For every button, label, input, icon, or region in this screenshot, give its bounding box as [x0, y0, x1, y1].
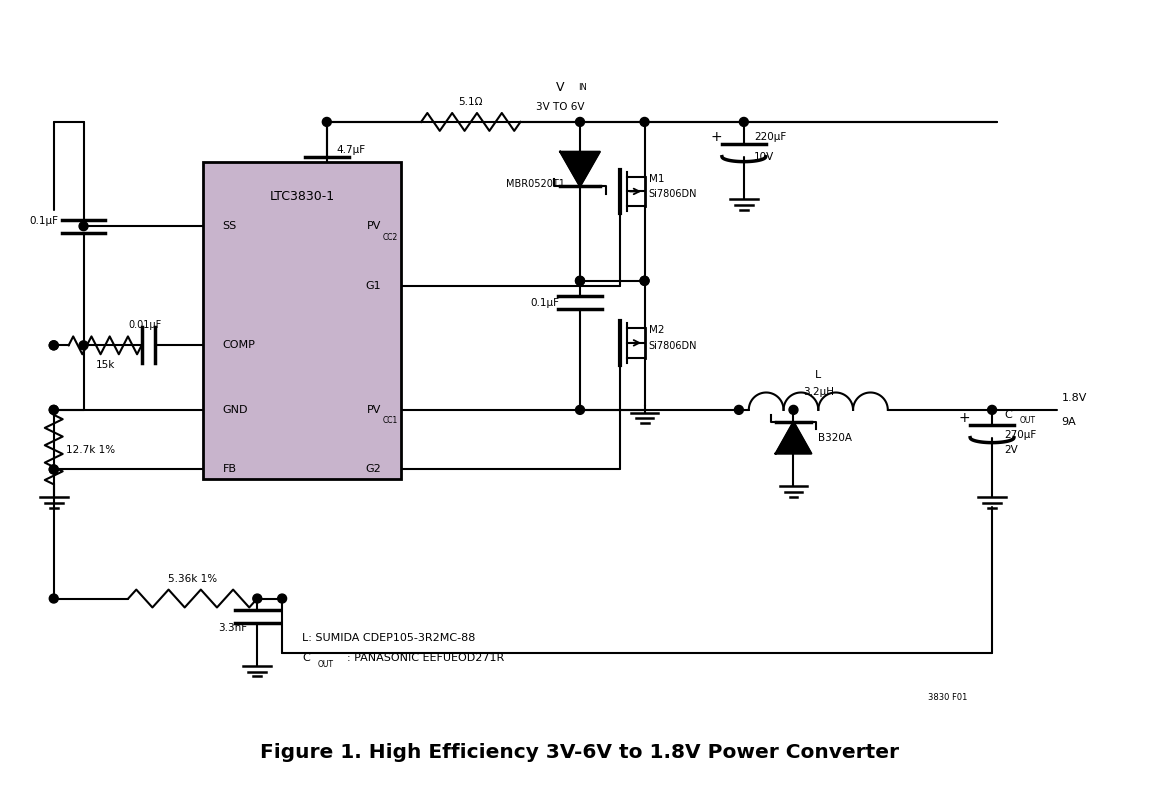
Circle shape: [49, 405, 58, 414]
Text: M2: M2: [648, 325, 664, 335]
Text: G1: G1: [365, 281, 382, 290]
Text: B320A: B320A: [818, 433, 853, 443]
Text: 1.8V: 1.8V: [1061, 393, 1087, 403]
Circle shape: [277, 594, 287, 603]
Text: 4.7μF: 4.7μF: [336, 144, 365, 155]
Text: IN: IN: [578, 82, 587, 92]
Text: OUT: OUT: [1020, 416, 1036, 425]
Circle shape: [575, 276, 585, 285]
Text: 2V: 2V: [1003, 444, 1017, 455]
Text: L: L: [815, 370, 821, 380]
Circle shape: [987, 405, 996, 414]
FancyBboxPatch shape: [203, 162, 401, 480]
Circle shape: [640, 276, 648, 285]
Text: 3830 F01: 3830 F01: [928, 693, 967, 703]
Text: 220μF: 220μF: [754, 132, 786, 142]
Text: M1: M1: [648, 173, 664, 184]
Text: PV: PV: [367, 221, 382, 232]
Text: Si7806DN: Si7806DN: [648, 341, 697, 351]
Text: LTC3830-1: LTC3830-1: [269, 190, 334, 203]
Circle shape: [253, 594, 262, 603]
Text: +: +: [958, 411, 970, 425]
Text: 12.7k 1%: 12.7k 1%: [66, 444, 115, 455]
Circle shape: [49, 594, 58, 603]
Text: 10V: 10V: [754, 152, 774, 162]
Circle shape: [575, 405, 585, 414]
Text: 3.2μH: 3.2μH: [803, 387, 834, 397]
Text: 270μF: 270μF: [1003, 429, 1036, 440]
Circle shape: [640, 118, 648, 126]
Text: G2: G2: [365, 465, 382, 474]
Text: MBR0520T1: MBR0520T1: [506, 179, 565, 189]
Text: C: C: [1003, 410, 1012, 420]
Circle shape: [640, 276, 648, 285]
Circle shape: [49, 341, 58, 350]
Text: 15k: 15k: [95, 360, 115, 371]
Text: +: +: [710, 130, 722, 144]
Polygon shape: [560, 152, 600, 187]
Text: COMP: COMP: [223, 341, 255, 350]
Polygon shape: [776, 422, 811, 454]
Circle shape: [49, 465, 58, 474]
Circle shape: [575, 276, 585, 285]
Text: L: SUMIDA CDEP105-3R2MC-88: L: SUMIDA CDEP105-3R2MC-88: [302, 633, 476, 643]
Text: 0.1μF: 0.1μF: [530, 298, 559, 308]
Circle shape: [49, 341, 58, 350]
Text: 5.36k 1%: 5.36k 1%: [168, 574, 217, 584]
Circle shape: [322, 118, 332, 126]
Text: C: C: [302, 653, 310, 663]
Circle shape: [739, 118, 748, 126]
Text: FB: FB: [223, 465, 237, 474]
Text: : PANASONIC EEFUEOD271R: : PANASONIC EEFUEOD271R: [347, 653, 503, 663]
Text: SS: SS: [223, 221, 237, 232]
Text: 3V TO 6V: 3V TO 6V: [536, 102, 585, 112]
Text: CC2: CC2: [383, 232, 398, 242]
Text: 0.01μF: 0.01μF: [129, 320, 161, 330]
Circle shape: [49, 465, 58, 474]
Circle shape: [79, 341, 88, 350]
Text: CC1: CC1: [383, 416, 398, 425]
Text: 9A: 9A: [1061, 417, 1076, 427]
Circle shape: [49, 405, 58, 414]
Text: 5.1Ω: 5.1Ω: [458, 97, 483, 107]
Text: 3.3nF: 3.3nF: [218, 623, 247, 633]
Circle shape: [575, 118, 585, 126]
Text: 0.1μF: 0.1μF: [29, 216, 58, 226]
Text: V: V: [556, 81, 565, 93]
Text: Figure 1. High Efficiency 3V-6V to 1.8V Power Converter: Figure 1. High Efficiency 3V-6V to 1.8V …: [261, 743, 899, 762]
Circle shape: [734, 405, 744, 414]
Text: OUT: OUT: [318, 659, 334, 669]
Circle shape: [789, 405, 798, 414]
Circle shape: [79, 221, 88, 231]
Text: PV: PV: [367, 405, 382, 415]
Text: Si7806DN: Si7806DN: [648, 189, 697, 199]
Text: GND: GND: [223, 405, 248, 415]
